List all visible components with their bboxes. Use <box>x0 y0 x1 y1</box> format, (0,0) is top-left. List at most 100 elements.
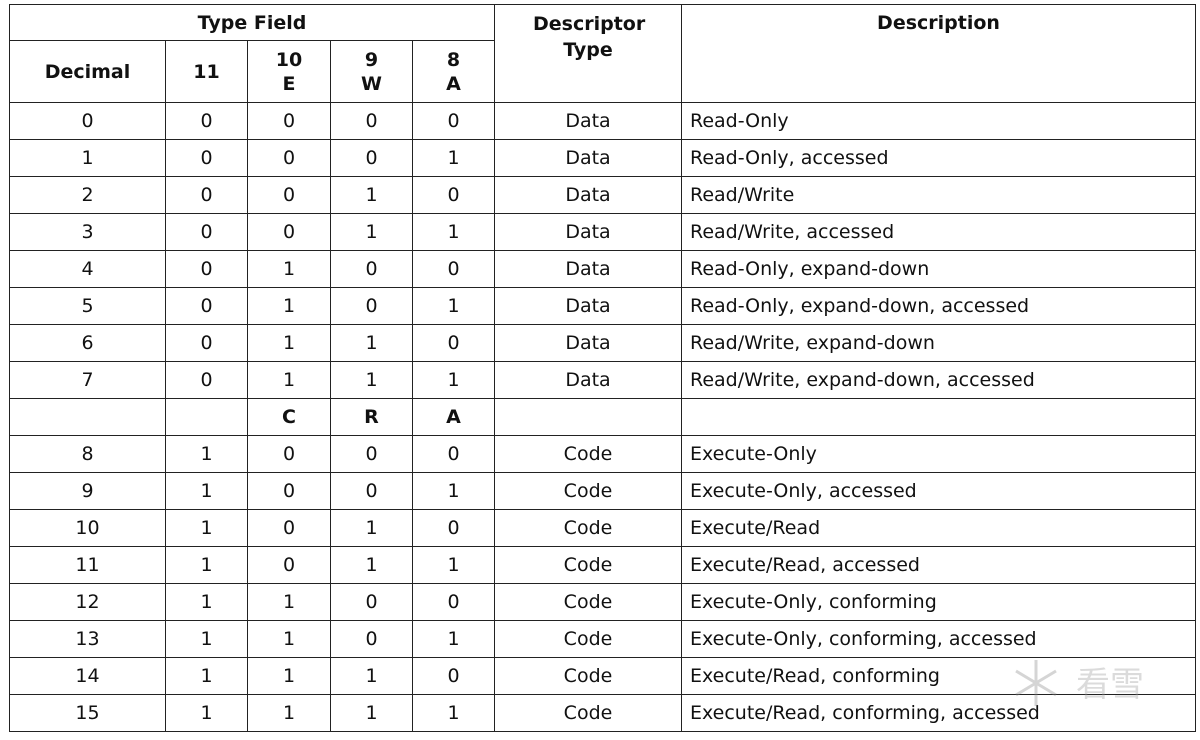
bit8-cell: 0 <box>412 583 495 621</box>
descriptor-type-cell: Data <box>494 213 682 251</box>
bit8-cell: 0 <box>412 102 495 140</box>
decimal-cell: 0 <box>9 102 166 140</box>
table-row: 4 0 1 0 0 Data Read-Only, expand-down <box>9 250 1196 288</box>
descriptor-type-cell: Code <box>494 583 682 621</box>
descriptor-type-cell: Code <box>494 435 682 473</box>
descriptor-type-cell: Code <box>494 546 682 584</box>
table-row: 14 1 1 1 0 Code Execute/Read, conforming <box>9 657 1196 695</box>
descriptor-type-cell: Code <box>494 657 682 695</box>
type-field-header: Type Field <box>9 4 495 41</box>
bit9-cell: 0 <box>330 435 413 473</box>
bit8-cell: 1 <box>412 139 495 177</box>
decimal-cell: 1 <box>9 139 166 177</box>
decimal-cell: 7 <box>9 361 166 399</box>
bit11-cell: 0 <box>165 361 248 399</box>
description-cell: Read-Only, expand-down <box>681 250 1196 288</box>
bit8-header: 8 A <box>412 40 495 103</box>
bit9-cell: 1 <box>330 657 413 695</box>
descriptor-type-header: Descriptor Type <box>494 4 682 103</box>
bit9-number: 9 <box>364 48 379 71</box>
bit8-cell: 0 <box>412 250 495 288</box>
bit8-cell: 0 <box>412 324 495 362</box>
bit10-cell: 0 <box>247 546 331 584</box>
description-cell: Read-Only, accessed <box>681 139 1196 177</box>
decimal-cell: 2 <box>9 176 166 214</box>
bit10-cell: 0 <box>247 213 331 251</box>
table-row: 1 0 0 0 1 Data Read-Only, accessed <box>9 139 1196 177</box>
bit11-cell: 1 <box>165 472 248 510</box>
bit9-cell: 0 <box>330 583 413 621</box>
bit9-cell: 1 <box>330 324 413 362</box>
bit9-header: 9 W <box>330 40 413 103</box>
description-cell: Execute/Read, conforming, accessed <box>681 694 1196 732</box>
blank-cell <box>165 398 248 436</box>
decimal-cell: 10 <box>9 509 166 547</box>
table-row: 10 1 0 1 0 Code Execute/Read <box>9 509 1196 547</box>
table-row: 11 1 0 1 1 Code Execute/Read, accessed <box>9 546 1196 584</box>
descriptor-type-cell: Data <box>494 139 682 177</box>
bit10-number: 10 <box>275 48 303 71</box>
bit8-cell: 1 <box>412 213 495 251</box>
decimal-header: Decimal <box>9 40 166 103</box>
bit10-cell: 1 <box>247 287 331 325</box>
description-cell: Execute-Only, conforming <box>681 583 1196 621</box>
bit10-cell: 1 <box>247 583 331 621</box>
bit11-cell: 0 <box>165 250 248 288</box>
blank-cell <box>494 398 682 436</box>
descriptor-type-cell: Code <box>494 694 682 732</box>
bit11-cell: 1 <box>165 509 248 547</box>
table-row: 0 0 0 0 0 Data Read-Only <box>9 102 1196 140</box>
bit8-cell: 0 <box>412 657 495 695</box>
description-cell: Execute/Read, conforming <box>681 657 1196 695</box>
decimal-cell: 12 <box>9 583 166 621</box>
bit8-cell: 1 <box>412 472 495 510</box>
bit10-cell: 1 <box>247 361 331 399</box>
descriptor-type-cell: Code <box>494 620 682 658</box>
decimal-cell: 4 <box>9 250 166 288</box>
descriptor-type-cell: Data <box>494 324 682 362</box>
bit10-cell: 1 <box>247 324 331 362</box>
description-cell: Read/Write, expand-down, accessed <box>681 361 1196 399</box>
descriptor-type-cell: Data <box>494 176 682 214</box>
bit11-cell: 1 <box>165 546 248 584</box>
bit8-cell: 0 <box>412 435 495 473</box>
bit9-cell: 0 <box>330 472 413 510</box>
description-cell: Execute-Only, conforming, accessed <box>681 620 1196 658</box>
bit8-cell: 1 <box>412 546 495 584</box>
description-header: Description <box>681 4 1196 103</box>
bit9-cell: 0 <box>330 620 413 658</box>
bit8-cell: 1 <box>412 620 495 658</box>
bit11-cell: 0 <box>165 102 248 140</box>
bit11-cell: 1 <box>165 694 248 732</box>
bit9-cell: 0 <box>330 287 413 325</box>
description-cell: Execute-Only, accessed <box>681 472 1196 510</box>
bit11-cell: 0 <box>165 213 248 251</box>
descriptor-type-cell: Code <box>494 472 682 510</box>
bit10-cell: 0 <box>247 102 331 140</box>
description-cell: Read-Only, expand-down, accessed <box>681 287 1196 325</box>
bit10-cell: 0 <box>247 176 331 214</box>
bit11-cell: 0 <box>165 324 248 362</box>
bit10-cell: 1 <box>247 657 331 695</box>
table-row: 13 1 1 0 1 Code Execute-Only, conforming, acce… <box>9 620 1196 658</box>
descriptor-type-cell: Data <box>494 102 682 140</box>
description-cell: Read/Write, accessed <box>681 213 1196 251</box>
table-row: 15 1 1 1 1 Code Execute/Read, conforming, acce… <box>9 694 1196 732</box>
bit11-cell: 1 <box>165 657 248 695</box>
bit10-code-label: C <box>247 398 331 436</box>
description-cell: Read/Write <box>681 176 1196 214</box>
bit10-cell: 0 <box>247 435 331 473</box>
table-row: 7 0 1 1 1 Data Read/Write, expand-down, access… <box>9 361 1196 399</box>
bit9-cell: 0 <box>330 102 413 140</box>
bit8-code-label: A <box>412 398 495 436</box>
bit9-cell: 1 <box>330 361 413 399</box>
blank-cell <box>681 398 1196 436</box>
bit11-header: 11 <box>165 40 248 103</box>
bit8-cell: 0 <box>412 176 495 214</box>
segment-type-table: Type Field Descriptor Type Description D… <box>9 4 1196 732</box>
decimal-cell: 3 <box>9 213 166 251</box>
bit11-cell: 0 <box>165 176 248 214</box>
decimal-cell: 6 <box>9 324 166 362</box>
decimal-cell: 5 <box>9 287 166 325</box>
bit10-header: 10 E <box>247 40 331 103</box>
